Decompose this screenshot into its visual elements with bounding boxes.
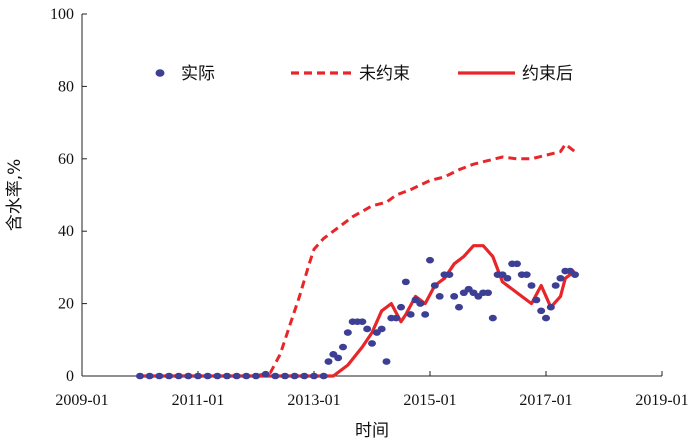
data-point: [324, 358, 333, 365]
data-point: [145, 372, 154, 380]
data-point: [334, 354, 343, 362]
data-point: [213, 372, 222, 380]
series-1: [140, 142, 576, 378]
x-tick-label: 2017-01: [519, 392, 572, 409]
data-point: [300, 372, 309, 380]
data-point: [537, 307, 546, 315]
data-point: [271, 372, 280, 380]
data-point: [406, 311, 415, 318]
data-point: [377, 325, 386, 333]
legend-label: 约束后: [522, 64, 573, 84]
x-axis-title: 时间: [355, 421, 389, 441]
series-layer: [136, 142, 579, 380]
data-point: [165, 372, 173, 380]
data-point: [488, 314, 497, 322]
legend-label: 未约束: [359, 64, 410, 84]
y-tick-label: 100: [50, 6, 74, 23]
data-point: [382, 358, 391, 365]
data-point: [542, 314, 550, 322]
x-tick-label: 2013-01: [287, 392, 340, 409]
data-point: [430, 282, 439, 289]
data-point: [339, 343, 347, 351]
y-tick-label: 40: [58, 223, 74, 240]
data-point: [522, 271, 531, 278]
data-point: [551, 282, 560, 289]
data-point: [261, 370, 270, 378]
x-tick-label: 2009-01: [55, 392, 108, 409]
legend-item-2: 约束后: [458, 64, 573, 84]
data-point: [194, 372, 202, 380]
data-point: [368, 340, 376, 347]
data-point: [527, 282, 536, 289]
data-point: [392, 314, 401, 322]
data-point: [155, 372, 164, 380]
data-point: [513, 260, 521, 268]
data-point: [426, 256, 434, 264]
data-point: [401, 278, 410, 286]
legend: 实际 未约束 约束后: [155, 64, 573, 84]
y-axis-title: 含水率,%: [5, 159, 25, 232]
data-point: [532, 296, 541, 304]
data-point: [503, 274, 512, 282]
data-point: [174, 372, 183, 380]
y-tick-label: 60: [58, 151, 74, 168]
y-tick-label: 80: [58, 78, 74, 95]
data-point: [416, 300, 425, 307]
x-tick-label: 2019-01: [635, 392, 688, 409]
legend-item-1: 未约束: [291, 64, 410, 84]
series-0: [136, 256, 579, 380]
data-point: [546, 303, 555, 311]
data-point: [450, 293, 459, 300]
data-point: [310, 372, 318, 380]
data-point: [363, 325, 372, 333]
data-point: [343, 329, 352, 336]
data-point: [290, 372, 299, 380]
data-point: [252, 372, 260, 380]
data-point: [571, 271, 579, 278]
data-point: [455, 303, 463, 311]
x-tick-label: 2015-01: [403, 392, 456, 409]
y-tick-label: 0: [66, 368, 74, 385]
legend-label: 实际: [181, 64, 215, 84]
y-tick-label: 20: [58, 296, 74, 313]
data-point: [232, 372, 241, 380]
legend-marker: [155, 69, 165, 77]
data-point: [223, 372, 231, 380]
data-point: [397, 303, 405, 311]
data-point: [136, 372, 144, 380]
data-point: [484, 289, 492, 297]
data-point: [203, 372, 212, 380]
data-point: [281, 372, 289, 380]
data-point: [242, 372, 251, 380]
data-point: [435, 293, 444, 300]
legend-item-0: 实际: [155, 64, 215, 84]
data-point: [184, 372, 193, 380]
data-point: [358, 318, 367, 326]
data-point: [445, 271, 454, 278]
data-point: [319, 372, 328, 380]
data-point: [556, 274, 565, 282]
x-tick-label: 2011-01: [172, 392, 225, 409]
axes: 2009-01 2011-01 2013-01 2015-01 2017-01 2019-…: [50, 6, 689, 409]
data-point: [421, 311, 430, 318]
series-line: [140, 142, 576, 378]
